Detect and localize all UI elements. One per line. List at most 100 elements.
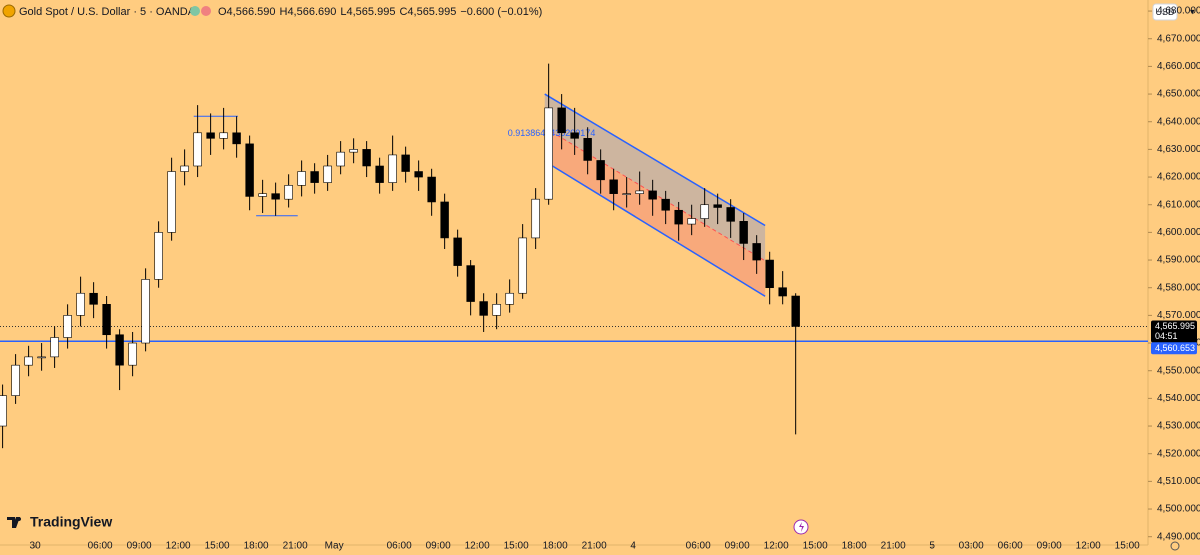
x-tick-label: 15:00 (1115, 541, 1140, 552)
x-tick-label: 06:00 (88, 541, 113, 552)
x-tick-label: 21:00 (283, 541, 308, 552)
x-tick-label: May (325, 541, 344, 552)
candle-body (583, 138, 592, 161)
countdown-label: 04:51 (1155, 331, 1178, 341)
y-tick-label: 4,680.000 (1157, 6, 1200, 17)
y-tick-label: 4,610.000 (1157, 199, 1200, 210)
candle-body (102, 304, 111, 336)
candle-body (115, 334, 124, 366)
x-tick-label: 06:00 (387, 541, 412, 552)
currency-label[interactable]: USD (1155, 7, 1175, 17)
candle-body (37, 356, 46, 359)
candle-body (661, 198, 670, 211)
status-dot (201, 6, 211, 16)
x-tick-label: 12:00 (465, 541, 490, 552)
candle-body (258, 193, 267, 197)
candle-body (440, 201, 449, 239)
ohlc-value: H4,566.690 (280, 6, 337, 18)
candle-body (245, 143, 254, 197)
ohlc-value: O4,566.590 (218, 6, 276, 18)
candle-body (778, 287, 787, 297)
candle-body (11, 364, 20, 396)
x-tick-label: 03:00 (959, 541, 984, 552)
y-tick-label: 4,520.000 (1157, 448, 1200, 459)
x-tick-label: 15:00 (205, 541, 230, 552)
candle-body (622, 193, 631, 195)
y-tick-label: 4,650.000 (1157, 89, 1200, 100)
x-tick-label: 06:00 (998, 541, 1023, 552)
candle-body (362, 149, 371, 167)
x-tick-label: 15:00 (504, 541, 529, 552)
symbol-icon (2, 4, 16, 18)
candle-body (284, 185, 293, 200)
x-tick-label: 18:00 (543, 541, 568, 552)
candle-body (687, 218, 696, 225)
candle-body (388, 154, 397, 183)
brand-name: TradingView (30, 514, 112, 530)
candle-body (154, 232, 163, 280)
ohlc-value: C4,565.995 (399, 6, 456, 18)
x-tick-label: 09:00 (127, 541, 152, 552)
x-tick-label: 4 (630, 541, 636, 552)
candle-body (791, 295, 800, 327)
settings-icon[interactable] (1170, 541, 1180, 551)
candle-body (271, 193, 280, 200)
hline-box (1151, 342, 1197, 355)
candle-body (89, 292, 98, 305)
currency-caret[interactable]: ▾ (1190, 6, 1195, 16)
candle-body (180, 165, 189, 172)
candle-body (752, 243, 761, 261)
x-tick-label: 09:00 (1037, 541, 1062, 552)
channel-lower (544, 160, 766, 297)
x-tick-label: 15:00 (803, 541, 828, 552)
candle-body (167, 171, 176, 233)
candle-body (193, 132, 202, 167)
y-tick-label: 4,620.000 (1157, 172, 1200, 183)
candle-body (739, 221, 748, 244)
y-tick-label: 4,600.000 (1157, 227, 1200, 238)
y-tick-label: 4,530.000 (1157, 421, 1200, 432)
candle-body (310, 171, 319, 183)
candle-body (323, 165, 332, 183)
brand-logo (7, 517, 22, 528)
y-tick-label: 4,580.000 (1157, 282, 1200, 293)
y-tick-label: 4,510.000 (1157, 476, 1200, 487)
candle-body (453, 237, 462, 266)
candle-body (726, 207, 735, 222)
y-tick-label: 4,550.000 (1157, 365, 1200, 376)
candle-body (427, 176, 436, 203)
candle-body (76, 292, 85, 316)
candle-body (596, 160, 605, 181)
channel-upper-fill (544, 94, 766, 261)
x-tick-label: 12:00 (166, 541, 191, 552)
y-tick-label: 4,640.000 (1157, 116, 1200, 127)
candle-body (24, 356, 33, 366)
x-tick-label: 21:00 (881, 541, 906, 552)
hline-label: 4,560.653 (1155, 343, 1195, 353)
candle-body (518, 237, 527, 294)
y-tick-label: 4,570.000 (1157, 310, 1200, 321)
candle-body (349, 149, 358, 153)
candle-body (219, 132, 228, 139)
y-tick-label: 4,490.000 (1157, 531, 1200, 542)
plot-area: 0.9138645435200174 (0, 63, 1148, 449)
currency-button[interactable] (1152, 3, 1178, 21)
candle-body (648, 190, 657, 200)
candle-body (63, 315, 72, 338)
candle-body (765, 259, 774, 289)
candle-body (544, 107, 553, 200)
candle-body (557, 107, 566, 134)
candle-body (479, 301, 488, 316)
candle-body (128, 342, 137, 366)
y-tick-label: 4,590.000 (1157, 255, 1200, 266)
y-tick-label: 4,540.000 (1157, 393, 1200, 404)
x-tick-label: 09:00 (426, 541, 451, 552)
y-tick-label: 4,500.000 (1157, 504, 1200, 515)
candle-body (401, 154, 410, 172)
x-tick-label: 18:00 (244, 541, 269, 552)
candle-body (297, 171, 306, 186)
candle-body (531, 198, 540, 239)
